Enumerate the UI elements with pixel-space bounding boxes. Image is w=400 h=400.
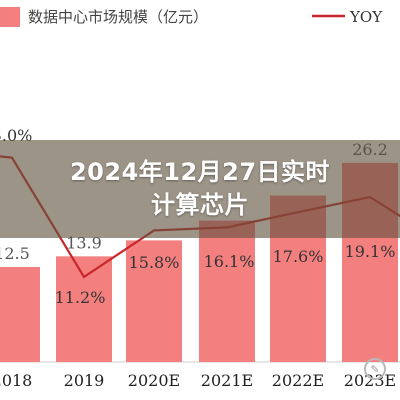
legend-line-label: YOY [349, 8, 383, 26]
yoy-label-2020E: 15.8% [129, 253, 180, 272]
overlay-title-line-2: 计算芯片 [151, 191, 249, 219]
category-label-2019: 2019 [64, 371, 105, 390]
yoy-label-2022E: 17.6% [273, 247, 324, 266]
legend-bar-label: 数据中心市场规模（亿元） [28, 8, 208, 26]
bar-2021E [199, 220, 255, 362]
watermark-logo: ✎ [364, 358, 386, 380]
bar-value-label-2019: 13.9 [66, 233, 102, 252]
category-label-2020E: 2020E [128, 371, 180, 390]
bar-2019 [56, 256, 112, 362]
yoy-label-2023E: 19.1% [345, 242, 396, 261]
overlay-title-line-1: 2024年12月27日实时 [69, 158, 331, 186]
bar-value-label-2018: 12.5 [0, 244, 30, 263]
category-labels: 201820192020E2021E2022E2023E2024E [0, 371, 396, 390]
yoy-label-2021E: 16.1% [204, 252, 255, 271]
legend-bar-swatch [0, 7, 20, 27]
bar-2018 [0, 267, 40, 362]
yoy-label-2019: 11.2% [55, 288, 106, 307]
category-label-2021E: 2021E [201, 371, 253, 390]
bar-2020E [126, 240, 182, 362]
category-label-2022E: 2022E [272, 371, 324, 390]
bars [0, 162, 398, 362]
category-label-2018: 2018 [0, 371, 32, 390]
title-overlay: 2024年12月27日实时 计算芯片 [0, 140, 400, 238]
